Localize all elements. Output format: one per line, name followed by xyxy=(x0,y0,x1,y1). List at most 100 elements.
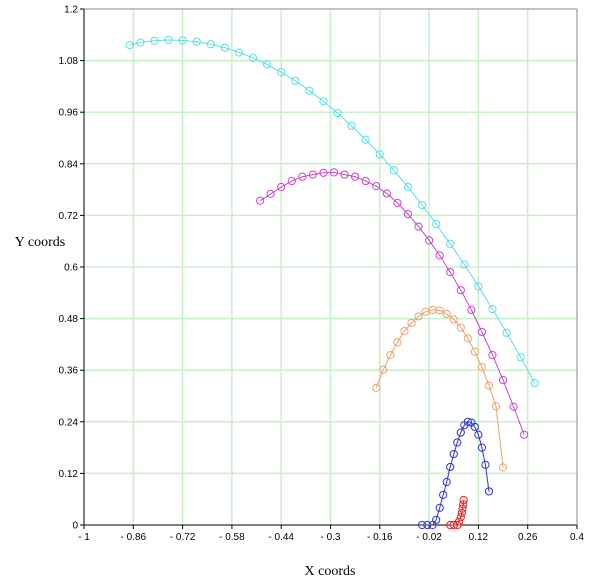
data-point xyxy=(453,438,462,447)
data-point xyxy=(386,351,395,360)
data-point xyxy=(372,383,381,392)
y-tick-label: 1.08 xyxy=(59,56,79,67)
data-point xyxy=(382,189,391,198)
x-tick-label: - 0.58 xyxy=(219,532,245,543)
data-point xyxy=(150,36,159,45)
data-point xyxy=(432,219,441,229)
data-point xyxy=(477,443,487,452)
data-point xyxy=(136,38,145,47)
series-line xyxy=(422,421,490,526)
data-point xyxy=(178,36,187,45)
series-layer xyxy=(125,35,539,530)
x-axis-ticks: - 1 - 0.86 - 0.72 - 0.58 - 0.44 - 0.3 - 0.16 - … xyxy=(78,525,584,543)
data-point xyxy=(439,490,448,499)
data-point xyxy=(425,236,434,245)
data-point xyxy=(414,222,423,231)
y-axis-title: Y coords xyxy=(15,235,65,250)
data-point xyxy=(319,97,328,106)
data-point xyxy=(435,251,444,260)
data-point xyxy=(305,86,314,95)
data-point xyxy=(298,172,307,181)
data-point xyxy=(481,460,490,469)
y-axis-ticks: 0 0.12 0.24 0.36 0.48 0.6 0.72 0.84 0.96 1.08 1.2 xyxy=(59,5,84,532)
data-point xyxy=(520,430,529,439)
data-point xyxy=(442,477,451,487)
data-point xyxy=(255,196,265,205)
data-point xyxy=(206,40,215,49)
data-point xyxy=(407,318,416,327)
y-tick-label: 0.24 xyxy=(59,417,79,428)
data-point xyxy=(470,422,479,432)
data-point xyxy=(457,508,466,518)
x-tick-label: 0.12 xyxy=(469,532,489,543)
data-point xyxy=(375,150,384,159)
data-point xyxy=(463,334,472,343)
data-point xyxy=(488,351,497,360)
y-tick-label: 0.48 xyxy=(59,314,79,325)
series-1 xyxy=(125,35,539,388)
data-point xyxy=(477,327,487,337)
x-tick-label: 0.4 xyxy=(570,532,584,543)
data-point xyxy=(417,520,427,530)
data-point xyxy=(456,286,465,295)
data-point xyxy=(308,170,317,179)
data-point xyxy=(498,375,508,385)
data-point xyxy=(333,108,342,118)
data-point xyxy=(502,328,511,337)
data-point xyxy=(446,268,455,277)
data-point xyxy=(460,260,469,269)
data-point xyxy=(449,449,458,459)
x-axis-title: X coords xyxy=(305,564,356,579)
data-point xyxy=(463,417,472,426)
data-point xyxy=(340,170,349,179)
data-point xyxy=(403,210,413,219)
data-point xyxy=(498,463,508,472)
data-point xyxy=(488,305,497,314)
data-point xyxy=(446,462,455,472)
data-point xyxy=(192,37,201,46)
data-point xyxy=(379,365,388,374)
data-point xyxy=(351,172,360,181)
data-point xyxy=(432,515,441,524)
data-point xyxy=(449,315,458,324)
x-tick-label: - 0.16 xyxy=(367,532,393,543)
data-point xyxy=(248,53,258,63)
data-point xyxy=(361,135,370,144)
data-point xyxy=(347,121,356,131)
data-point xyxy=(435,306,444,315)
data-point xyxy=(277,68,286,77)
x-tick-label: - 1 xyxy=(78,532,90,543)
data-point xyxy=(417,200,427,210)
data-point xyxy=(393,198,402,208)
series-2 xyxy=(255,168,529,439)
x-tick-label: - 0.86 xyxy=(121,532,147,543)
x-tick-label: - 0.72 xyxy=(170,532,196,543)
y-tick-label: 0.84 xyxy=(59,159,79,170)
data-point xyxy=(361,176,370,186)
data-point xyxy=(266,189,275,198)
y-tick-label: 0.12 xyxy=(59,469,79,480)
data-point xyxy=(530,379,539,388)
data-point xyxy=(474,430,483,439)
data-point xyxy=(220,43,229,52)
data-point xyxy=(435,503,444,512)
data-point xyxy=(164,35,173,45)
data-point xyxy=(456,428,465,437)
x-tick-label: 0.26 xyxy=(518,532,538,543)
series-line xyxy=(129,39,536,384)
data-point xyxy=(477,363,487,372)
data-point xyxy=(474,282,483,291)
data-point xyxy=(456,323,465,332)
data-point xyxy=(516,353,525,362)
data-point xyxy=(484,487,494,496)
data-point xyxy=(459,495,468,505)
data-point xyxy=(291,76,300,85)
data-point xyxy=(319,168,328,177)
x-tick-label: - 0.02 xyxy=(416,532,442,543)
series-3 xyxy=(372,305,508,472)
data-point xyxy=(125,41,134,50)
data-point xyxy=(491,402,501,411)
series-line xyxy=(375,309,504,468)
data-point xyxy=(446,239,455,248)
